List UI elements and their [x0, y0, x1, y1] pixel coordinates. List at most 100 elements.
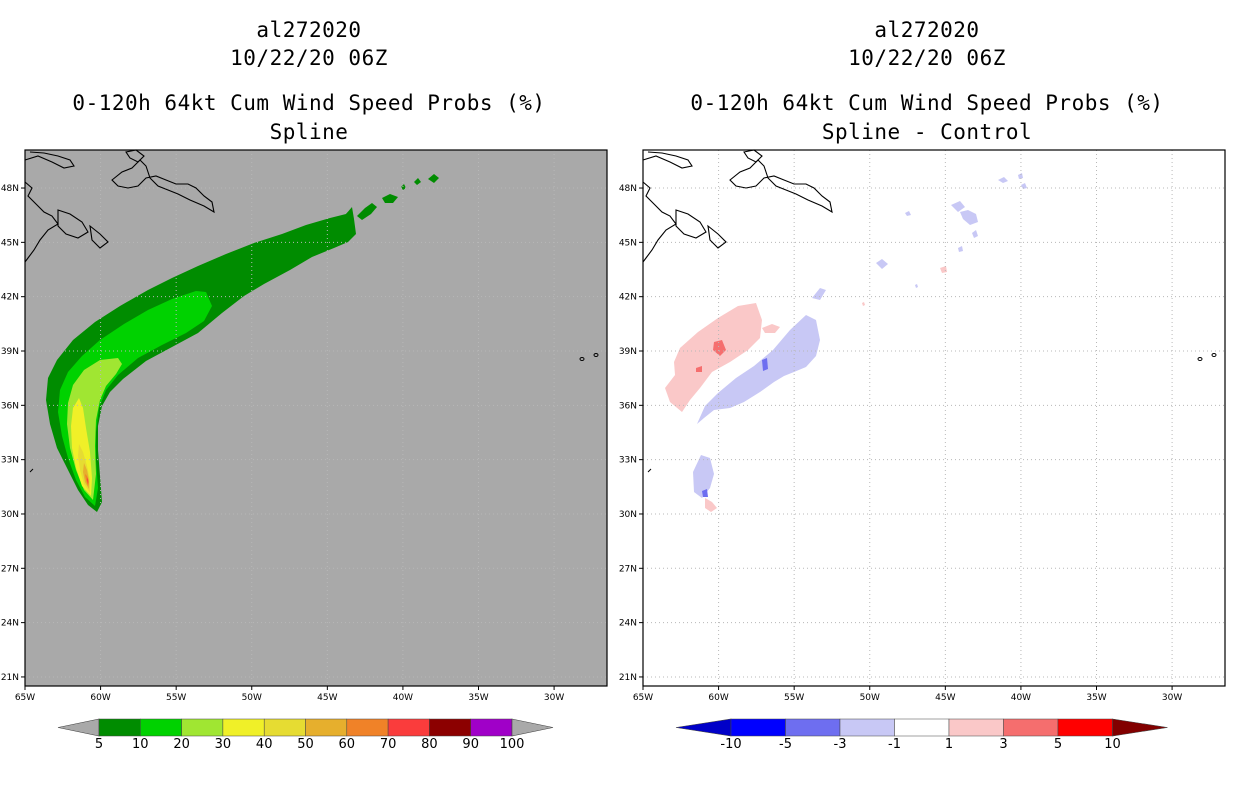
- colorbar-label: 1: [945, 737, 953, 752]
- colorbar-label: 5: [95, 737, 103, 752]
- storm-id-title: al272020: [256, 18, 362, 42]
- colorbar-extend-high: [511, 718, 554, 737]
- difference-contour-negative-1: [958, 246, 963, 252]
- colorbar-swatch: [470, 718, 513, 737]
- difference-contour-negative-3: [702, 489, 708, 497]
- lat-tick-label: 36N: [619, 401, 637, 411]
- difference-contour-negative-1: [1018, 173, 1023, 179]
- difference-contour-negative-1: [693, 455, 714, 498]
- colorbar-label: 60: [339, 737, 356, 752]
- colorbar-label: -10: [720, 737, 741, 752]
- probability-colorbar: 5 10 20 30 40 50 60 70 80 90 100: [57, 718, 554, 752]
- colorbar-swatch: [346, 718, 389, 737]
- colorbar-label: -1: [888, 737, 901, 752]
- probability-contour-70%: [87, 477, 88, 484]
- lon-tick-label: 30W: [1162, 693, 1182, 703]
- difference-contour-negative-1: [998, 177, 1008, 183]
- map-frame: [24, 149, 608, 687]
- difference-contour-negative-3: [762, 358, 768, 371]
- lat-tick-label: 33N: [1, 456, 19, 466]
- colorbar-swatch: [98, 718, 141, 737]
- colorbar-swatch: [387, 718, 430, 737]
- colorbar-swatch: [305, 718, 348, 737]
- probability-map: 21N 24N 27N 30N 33N 36N 39N 42N 45N 48N 65W 60W 55W 5…: [1, 149, 608, 703]
- bermuda-island: [593, 353, 599, 357]
- colorbar-label: 5: [1054, 737, 1062, 752]
- lon-tick-label: 45W: [317, 693, 337, 703]
- colorbar-swatch: [730, 718, 786, 737]
- coastline: [647, 468, 652, 473]
- map-frame: [642, 149, 1226, 687]
- difference-contour-negative-1: [972, 230, 978, 238]
- coastline: [675, 209, 707, 239]
- lat-tick-label: 21N: [1, 673, 19, 683]
- colorbar-label: 40: [256, 737, 273, 752]
- lat-tick-label: 45N: [619, 238, 637, 248]
- coastline: [29, 468, 34, 473]
- right-panel: al272020 10/22/20 06Z 0-120h 64kt Cum Wi…: [618, 0, 1236, 800]
- coastline: [729, 159, 833, 214]
- lat-tick-label: 24N: [619, 619, 637, 629]
- difference-contour-negative-1: [1021, 183, 1027, 189]
- colorbar-label: 80: [421, 737, 438, 752]
- difference-contour-positive-1: [705, 498, 717, 512]
- lon-tick-label: 35W: [468, 693, 488, 703]
- probability-contour-10%: [58, 291, 212, 506]
- colorbar-label: 10: [132, 737, 149, 752]
- lat-tick-label: 42N: [619, 293, 637, 303]
- bermuda-island: [579, 357, 585, 361]
- bermuda-island: [1197, 357, 1203, 361]
- difference-contour-negative-1: [915, 284, 918, 288]
- difference-colorbar: -10 -5 -3 -1 1 3 5 10: [675, 718, 1168, 752]
- lat-tick-label: 21N: [619, 673, 637, 683]
- probability-fragment: [346, 210, 353, 217]
- lon-tick-label: 45W: [935, 693, 955, 703]
- lon-tick-label: 40W: [393, 693, 413, 703]
- colorbar-swatch: [263, 718, 306, 737]
- bermuda-island: [1211, 353, 1217, 357]
- lat-tick-label: 39N: [619, 347, 637, 357]
- probability-fragment: [414, 178, 421, 185]
- lon-tick-label: 60W: [708, 693, 728, 703]
- difference-contour-positive-1: [862, 302, 865, 306]
- product-title: 0-120h 64kt Cum Wind Speed Probs (%): [690, 91, 1164, 115]
- lon-tick-label: 55W: [784, 693, 804, 703]
- coastline: [642, 181, 677, 263]
- colorbar-swatch: [181, 718, 224, 737]
- colorbar-swatch: [1003, 718, 1059, 737]
- colorbar-swatch: [429, 718, 471, 737]
- colorbar-label: 10: [1104, 737, 1121, 752]
- lon-tick-label: 50W: [242, 693, 262, 703]
- coastline: [24, 151, 75, 169]
- coastline: [642, 151, 693, 169]
- colorbar-label: 100: [500, 737, 525, 752]
- lat-tick-label: 27N: [619, 564, 637, 574]
- difference-map: 21N 24N 27N 30N 33N 36N 39N 42N 45N 48N 65W 60W 55W 5…: [619, 149, 1226, 703]
- difference-contour-negative-1: [697, 315, 820, 424]
- lon-tick-label: 40W: [1011, 693, 1031, 703]
- lat-tick-label: 48N: [1, 184, 19, 194]
- colorbar-extend-low: [675, 718, 732, 737]
- left-panel: al272020 10/22/20 06Z 0-120h 64kt Cum Wi…: [1, 18, 608, 752]
- lon-tick-label: 30W: [544, 693, 564, 703]
- colorbar-swatch: [785, 718, 841, 737]
- difference-contour-negative-1: [905, 211, 911, 216]
- difference-contour-positive-1: [665, 303, 762, 412]
- probability-fragment: [382, 194, 398, 203]
- colorbar-label: 50: [297, 737, 314, 752]
- colorbar-swatch: [222, 718, 265, 737]
- coastline: [111, 159, 215, 214]
- colorbar-label: -3: [834, 737, 847, 752]
- coastline: [24, 181, 59, 263]
- colorbar-label: 90: [462, 737, 479, 752]
- lon-tick-label: 55W: [166, 693, 186, 703]
- method-title: Spline: [269, 120, 349, 144]
- lat-tick-label: 48N: [619, 184, 637, 194]
- colorbar-swatch: [140, 718, 182, 737]
- colorbar-extend-low: [57, 718, 100, 737]
- method-title: Spline - Control: [821, 120, 1033, 144]
- difference-contour-positive-3: [696, 366, 702, 372]
- lon-tick-label: 60W: [90, 693, 110, 703]
- coastline: [89, 224, 109, 249]
- lat-tick-label: 42N: [1, 293, 19, 303]
